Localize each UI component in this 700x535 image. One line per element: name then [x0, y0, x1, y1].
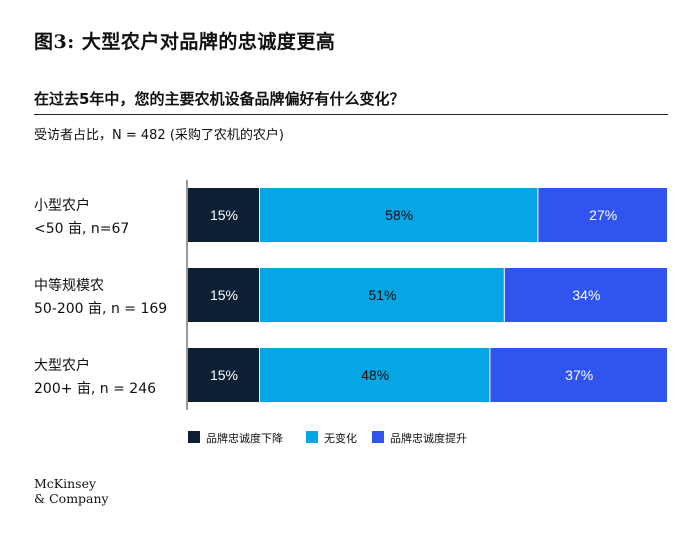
bar-segment-0-0	[188, 188, 259, 242]
data-label-0-1: 58%	[385, 207, 413, 223]
bar-segment-2-1	[260, 348, 490, 402]
logo-line-2: & Company	[34, 491, 109, 506]
header-divider	[34, 114, 668, 115]
legend-label-2: 品牌忠诚度提升	[390, 431, 467, 445]
chart-title: 图3: 大型农户对品牌的忠诚度更高	[34, 31, 336, 53]
bar-segment-1-0	[188, 268, 259, 322]
data-label-0-2: 27%	[589, 207, 617, 223]
data-label-1-1: 51%	[368, 287, 396, 303]
data-label-2-1: 48%	[361, 367, 389, 383]
data-label-2-2: 37%	[565, 367, 593, 383]
data-label-2-0: 15%	[210, 367, 238, 383]
category-label-0-line1: 小型农户	[34, 197, 90, 214]
chart-subtitle: 受访者占比，N = 482 (采购了农机的农户)	[34, 128, 284, 143]
legend-swatch-2	[372, 431, 384, 443]
category-label-0-line2: <50 亩, n=67	[34, 220, 129, 237]
category-label-2-line1: 大型农户	[34, 357, 90, 374]
legend-label-1: 无变化	[324, 431, 357, 445]
logo-line-1: McKinsey	[34, 476, 97, 491]
bar-segment-1-1	[260, 268, 504, 322]
bar-segment-2-2	[490, 348, 667, 402]
legend-swatch-0	[188, 431, 200, 443]
data-label-1-0: 15%	[210, 287, 238, 303]
data-label-0-0: 15%	[210, 207, 238, 223]
survey-question: 在过去5年中，您的主要农机设备品牌偏好有什么变化？	[34, 90, 405, 108]
category-label-1-line1: 中等规模农	[34, 277, 104, 294]
legend-label-0: 品牌忠诚度下降	[206, 431, 283, 445]
legend-swatch-1	[306, 431, 318, 443]
category-label-2-line2: 200+ 亩, n = 246	[34, 380, 156, 397]
bar-segment-0-2	[538, 188, 667, 242]
data-label-1-2: 34%	[572, 287, 600, 303]
bar-segment-0-1	[260, 188, 538, 242]
bar-segment-2-0	[188, 348, 259, 402]
category-label-1-line2: 50-200 亩, n = 169	[34, 300, 167, 317]
mckinsey-logo: McKinsey & Company	[34, 476, 109, 506]
bar-segment-1-2	[504, 268, 667, 322]
